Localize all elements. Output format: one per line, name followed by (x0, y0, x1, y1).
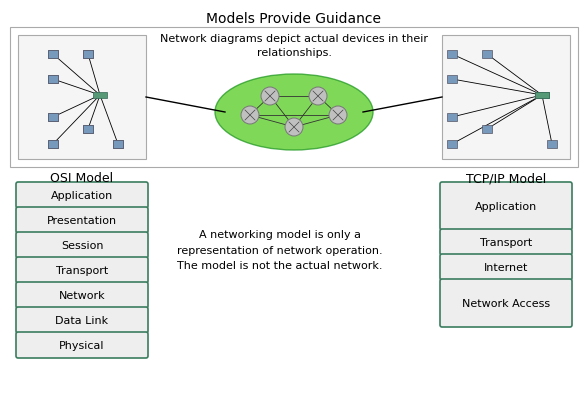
Bar (48, 114, 58, 122)
Bar (48, 51, 58, 59)
Bar (18, 36, 146, 159)
Bar (447, 51, 457, 59)
Text: TCP/IP Model: TCP/IP Model (466, 171, 546, 185)
Bar (83, 126, 93, 134)
Text: Session: Session (61, 240, 103, 250)
Bar (48, 76, 58, 84)
FancyBboxPatch shape (440, 254, 572, 280)
Bar (48, 141, 58, 149)
Text: Transport: Transport (56, 266, 108, 275)
Circle shape (241, 107, 259, 125)
Text: Application: Application (475, 202, 537, 211)
Text: Network: Network (59, 290, 105, 300)
Bar (535, 93, 549, 99)
Text: Internet: Internet (484, 262, 528, 272)
Bar (535, 93, 549, 99)
Bar (48, 76, 58, 84)
Bar (547, 141, 557, 149)
FancyBboxPatch shape (440, 230, 572, 255)
Circle shape (285, 119, 303, 137)
Bar (113, 141, 123, 149)
Bar (482, 126, 492, 134)
Bar (83, 51, 93, 59)
FancyBboxPatch shape (16, 257, 148, 283)
FancyBboxPatch shape (16, 183, 148, 209)
Text: OSI Model: OSI Model (51, 171, 113, 185)
Text: Models Provide Guidance: Models Provide Guidance (206, 12, 382, 26)
Text: Physical: Physical (59, 340, 105, 350)
Text: Network diagrams depict actual devices in their
relationships.: Network diagrams depict actual devices i… (160, 34, 428, 58)
Text: A networking model is only a
representation of network operation.
The model is n: A networking model is only a representat… (177, 230, 383, 271)
Bar (93, 93, 107, 99)
FancyBboxPatch shape (440, 279, 572, 327)
Text: Transport: Transport (480, 237, 532, 247)
Circle shape (329, 107, 347, 125)
Bar (83, 126, 93, 134)
FancyBboxPatch shape (16, 307, 148, 333)
FancyBboxPatch shape (440, 183, 572, 230)
Bar (442, 36, 570, 159)
FancyBboxPatch shape (16, 332, 148, 358)
Text: Data Link: Data Link (55, 315, 109, 325)
Bar (447, 76, 457, 84)
Text: Application: Application (51, 190, 113, 201)
Bar (10, 28, 578, 168)
Bar (48, 114, 58, 122)
FancyBboxPatch shape (16, 233, 148, 259)
Bar (113, 141, 123, 149)
Bar (482, 51, 492, 59)
Bar (447, 141, 457, 149)
Circle shape (261, 88, 279, 106)
Bar (48, 141, 58, 149)
Text: Network Access: Network Access (462, 298, 550, 308)
Circle shape (309, 88, 327, 106)
FancyBboxPatch shape (16, 207, 148, 233)
Bar (83, 51, 93, 59)
Bar (447, 114, 457, 122)
Text: Presentation: Presentation (47, 216, 117, 225)
FancyBboxPatch shape (16, 282, 148, 308)
Ellipse shape (215, 75, 373, 151)
Bar (48, 51, 58, 59)
